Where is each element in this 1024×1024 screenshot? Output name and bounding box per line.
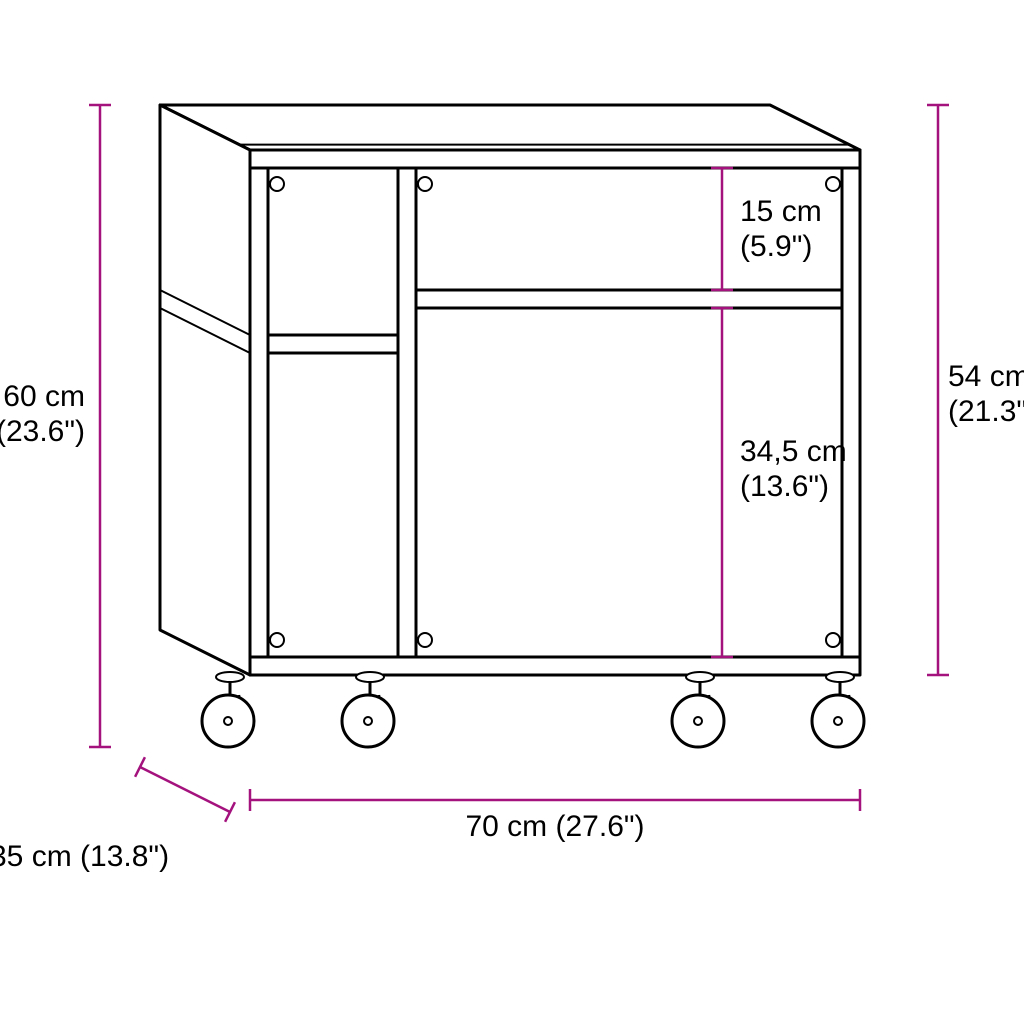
dim-height-total-in: (23.6") (0, 415, 85, 448)
dim-depth-cm: 35 cm (0, 840, 72, 873)
diagram-stage: { "type": "dimensioned-line-drawing", "c… (0, 0, 1024, 1024)
dim-shelf-top-cm: 15 cm (740, 195, 822, 228)
dim-label-shelf-top: 15 cm (5.9") (740, 195, 850, 264)
dim-width-cm: 70 cm (465, 810, 547, 843)
dim-label-width: 70 cm (27.6") (430, 810, 680, 845)
dim-label-height-inner: 54 cm (21.3") (948, 360, 1024, 429)
dim-height-inner-cm: 54 cm (948, 360, 1024, 393)
dim-depth-in: (13.8") (80, 840, 169, 873)
dim-height-inner-in: (21.3") (948, 395, 1024, 428)
dim-shelf-top-in: (5.9") (740, 230, 812, 263)
dim-height-total-cm: 60 cm (3, 380, 85, 413)
dim-width-in: (27.6") (556, 810, 645, 843)
dim-shelf-bottom-cm: 34,5 cm (740, 435, 847, 468)
dim-label-depth: 35 cm (13.8") (0, 840, 165, 875)
dim-label-shelf-bottom: 34,5 cm (13.6") (740, 435, 870, 504)
dim-shelf-bottom-in: (13.6") (740, 470, 829, 503)
dim-label-height-total: 60 cm (23.6") (0, 380, 85, 449)
